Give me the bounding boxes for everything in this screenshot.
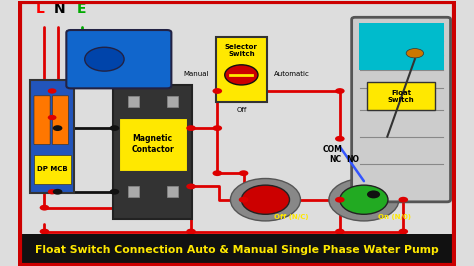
FancyBboxPatch shape xyxy=(34,155,71,184)
FancyBboxPatch shape xyxy=(128,186,138,197)
Ellipse shape xyxy=(406,49,424,58)
Circle shape xyxy=(241,185,290,214)
Circle shape xyxy=(212,170,222,176)
Text: Float
Switch: Float Switch xyxy=(388,90,414,103)
FancyBboxPatch shape xyxy=(167,186,178,197)
FancyBboxPatch shape xyxy=(20,234,454,265)
Circle shape xyxy=(329,178,399,221)
Circle shape xyxy=(186,184,196,189)
Circle shape xyxy=(40,228,49,234)
FancyBboxPatch shape xyxy=(113,85,192,219)
Text: COM: COM xyxy=(322,145,342,154)
Circle shape xyxy=(230,178,301,221)
Circle shape xyxy=(109,189,119,195)
Text: Float Switch Connection Auto & Manual Single Phase Water Pump: Float Switch Connection Auto & Manual Si… xyxy=(35,244,439,255)
FancyBboxPatch shape xyxy=(52,96,69,144)
Circle shape xyxy=(53,125,63,131)
Circle shape xyxy=(335,228,345,234)
Circle shape xyxy=(53,189,63,195)
FancyBboxPatch shape xyxy=(167,96,178,107)
Circle shape xyxy=(40,205,49,211)
Text: Manual: Manual xyxy=(183,70,209,77)
FancyBboxPatch shape xyxy=(367,82,435,110)
Text: L: L xyxy=(36,2,45,16)
Circle shape xyxy=(340,185,388,214)
FancyBboxPatch shape xyxy=(128,96,138,107)
FancyBboxPatch shape xyxy=(359,23,444,70)
FancyBboxPatch shape xyxy=(34,96,50,144)
Text: N: N xyxy=(54,2,65,16)
FancyBboxPatch shape xyxy=(119,118,187,171)
Text: Off (N/C): Off (N/C) xyxy=(274,214,309,220)
Circle shape xyxy=(367,190,380,198)
Text: Selector
Switch: Selector Switch xyxy=(225,44,258,57)
Text: On (N/0): On (N/0) xyxy=(378,214,411,220)
Circle shape xyxy=(239,170,248,176)
Text: Automatic: Automatic xyxy=(274,70,310,77)
Circle shape xyxy=(335,88,345,94)
Circle shape xyxy=(399,197,408,203)
Circle shape xyxy=(109,125,119,131)
Text: E: E xyxy=(77,2,86,16)
FancyBboxPatch shape xyxy=(30,80,74,193)
Circle shape xyxy=(186,125,196,131)
Circle shape xyxy=(85,47,124,71)
Circle shape xyxy=(48,88,56,94)
Circle shape xyxy=(186,228,196,234)
FancyBboxPatch shape xyxy=(216,37,267,102)
Circle shape xyxy=(212,88,222,94)
Text: DP MCB: DP MCB xyxy=(37,166,67,172)
Text: NO: NO xyxy=(346,155,359,164)
Circle shape xyxy=(212,125,222,131)
Circle shape xyxy=(48,115,56,120)
FancyBboxPatch shape xyxy=(66,30,172,88)
Circle shape xyxy=(399,228,408,234)
Circle shape xyxy=(335,136,345,142)
Text: NC: NC xyxy=(329,155,342,164)
Circle shape xyxy=(335,197,345,203)
Circle shape xyxy=(225,65,258,85)
Text: Off: Off xyxy=(236,107,246,113)
Text: Magnetic
Contactor: Magnetic Contactor xyxy=(131,134,174,154)
Circle shape xyxy=(239,197,248,203)
Circle shape xyxy=(48,189,56,194)
FancyBboxPatch shape xyxy=(352,17,451,202)
